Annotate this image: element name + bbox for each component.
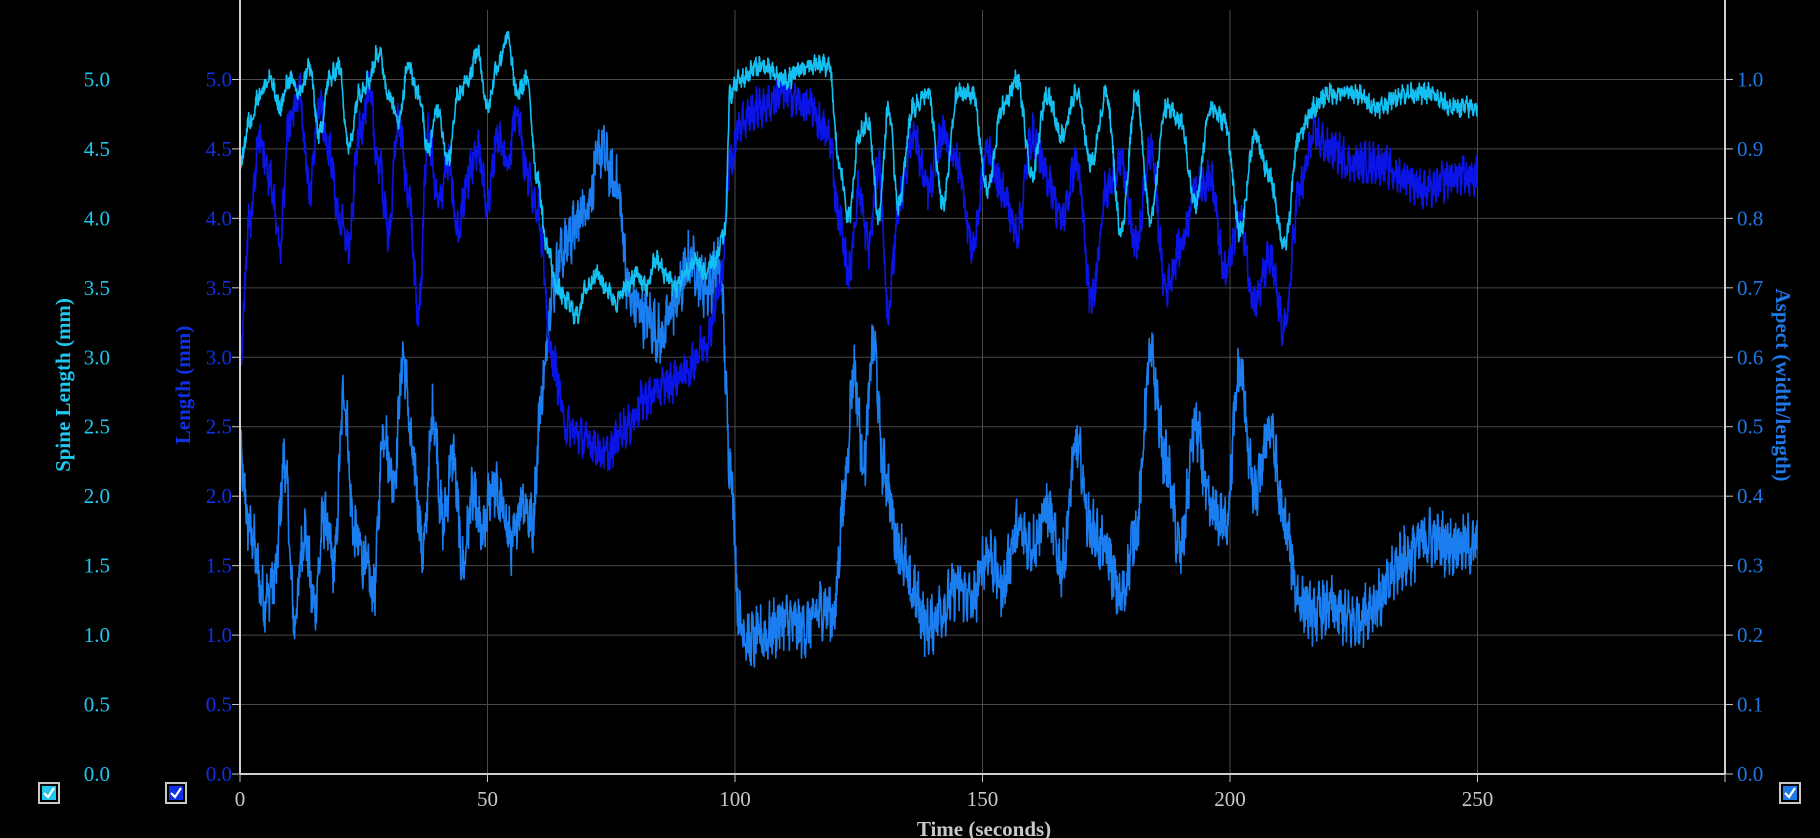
spine-tick-label: 3.5 [84,276,110,300]
axes [232,0,1733,782]
series-line-aspect [239,124,1478,668]
x-tick-label: 50 [477,787,498,811]
aspect-tick-label: 0.0 [1737,762,1763,786]
aspect-toggle[interactable] [1779,782,1801,804]
spine-tick-label: 5.0 [84,67,110,91]
length-tick-label: 1.5 [206,554,232,578]
aspect-tick-label: 0.9 [1737,137,1763,161]
aspect-tick-label: 0.8 [1737,206,1763,230]
checkmark-icon [43,787,55,799]
spine-length-axis-title: Spine Length (mm) [51,298,75,472]
spine-tick-label: 1.5 [84,554,110,578]
x-axis-title: Time (seconds) [917,817,1051,838]
series-length [239,70,1478,471]
checkmark-icon [170,787,182,799]
aspect-tick-label: 0.4 [1737,484,1764,508]
length-tick-label: 0.0 [206,762,232,786]
length-tick-label: 5.0 [206,67,232,91]
spine-tick-label: 1.0 [84,623,110,647]
spine-tick-label: 0.5 [84,693,110,717]
checkmark-icon [1784,787,1796,799]
aspect-axis-title: Aspect (width/length) [1771,288,1795,481]
spine-tick-label: 4.5 [84,137,110,161]
x-tick-label: 250 [1462,787,1494,811]
length-toggle[interactable] [165,782,187,804]
length-tick-label: 2.5 [206,415,232,439]
tick-labels: 0.0 0.0 0.5 0.5 1.0 1.0 1.5 1.5 2.0 2.0 2.5 2.5 3.0 3… [84,67,1764,811]
x-tick-label: 150 [967,787,999,811]
aspect-tick-label: 1.0 [1737,67,1763,91]
length-tick-label: 1.0 [206,623,232,647]
spine-tick-label: 2.0 [84,484,110,508]
spine-tick-label: 0.0 [84,762,110,786]
length-tick-label: 2.0 [206,484,232,508]
spine-length-toggle[interactable] [38,782,60,804]
x-tick-label: 100 [719,787,751,811]
aspect-tick-label: 0.1 [1737,693,1763,717]
spine-tick-label: 3.0 [84,345,110,369]
aspect-tick-label: 0.2 [1737,623,1763,647]
length-axis-title: Length (mm) [171,326,195,444]
length-tick-label: 4.5 [206,137,232,161]
series-line-length [239,70,1478,471]
series-line-spine [239,31,1478,325]
grid-lines [240,10,1725,774]
length-tick-label: 0.5 [206,693,232,717]
length-tick-label: 4.0 [206,206,232,230]
aspect-tick-label: 0.7 [1737,276,1763,300]
spine-tick-label: 4.0 [84,206,110,230]
x-tick-label: 0 [235,787,246,811]
x-tick-label: 200 [1214,787,1246,811]
aspect-tick-label: 0.6 [1737,345,1763,369]
aspect-tick-label: 0.3 [1737,554,1763,578]
aspect-tick-label: 0.5 [1737,415,1763,439]
length-tick-label: 3.5 [206,276,232,300]
series-spine [239,31,1478,325]
series-aspect [239,124,1478,668]
length-tick-label: 3.0 [206,345,232,369]
series-layer [239,31,1478,668]
spine-tick-label: 2.5 [84,415,110,439]
